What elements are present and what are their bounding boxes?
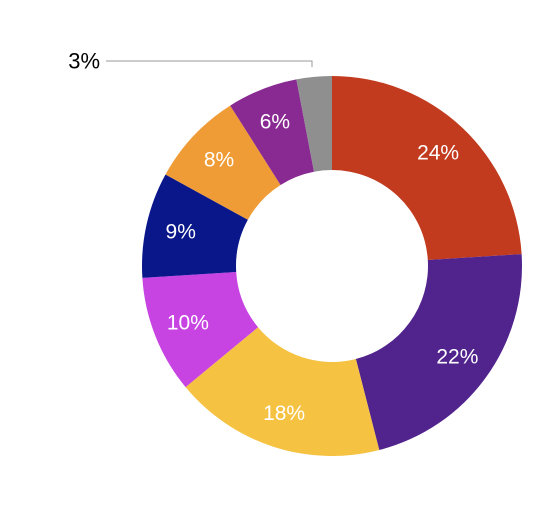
slice-label-24pct: 24%: [417, 142, 459, 165]
callout-leader-line: [106, 60, 313, 67]
donut-labels: 24% 22% 18% 10% 9% 8% 6% 3%: [68, 49, 478, 425]
donut-slices: [142, 76, 522, 456]
slice-label-6pct: 6%: [260, 110, 290, 133]
donut-slice-3pct: [296, 76, 332, 172]
donut-slice-6pct: [230, 79, 315, 185]
slice-label-22pct: 22%: [436, 346, 478, 369]
donut-slice-24pct: [332, 76, 522, 260]
donut-slice-18pct: [185, 327, 380, 456]
donut-slice-8pct: [165, 105, 281, 220]
slice-label-8pct: 8%: [204, 148, 234, 171]
slice-label-18pct: 18%: [263, 402, 305, 425]
donut-slice-22pct: [355, 254, 522, 451]
donut-slice-9pct: [142, 174, 248, 278]
slice-label-10pct: 10%: [167, 312, 209, 335]
slice-label-3pct: 3%: [68, 49, 100, 74]
slice-label-9pct: 9%: [166, 221, 196, 244]
donut-slice-10pct: [142, 272, 259, 388]
